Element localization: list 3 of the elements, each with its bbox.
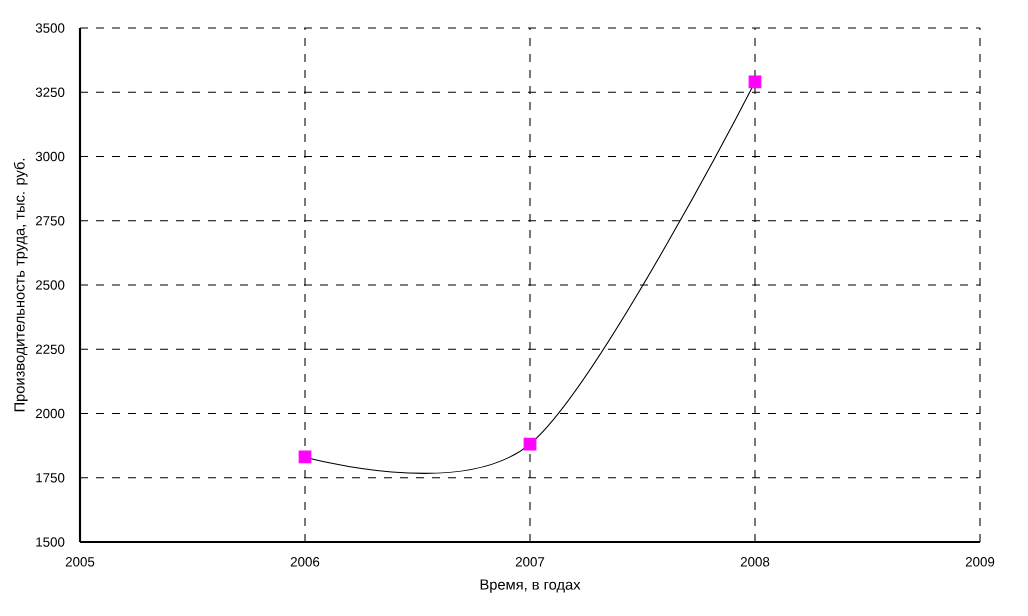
point: [748, 75, 762, 89]
point: [523, 437, 537, 451]
point: [298, 450, 312, 464]
